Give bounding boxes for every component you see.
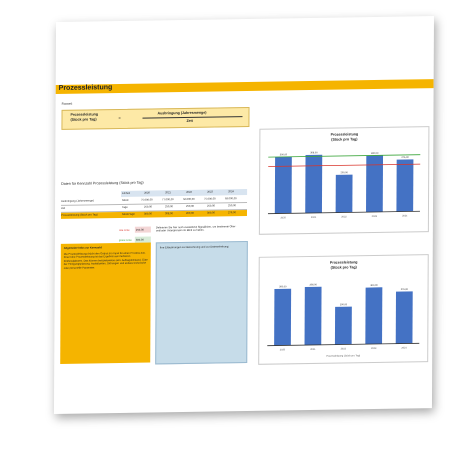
- x-tick-label: 2020: [280, 348, 286, 351]
- title-banner: Prozessleistung: [55, 79, 434, 95]
- row3-label: Prozessleistung (Stück pro Tag): [60, 213, 98, 217]
- bar-data-label: 200,00: [341, 171, 349, 174]
- bar: [365, 287, 383, 345]
- row1-val2: 77.000,00: [162, 198, 174, 202]
- header-year-1: 2020: [144, 191, 150, 195]
- header-unit: Einheit: [122, 191, 131, 195]
- info-box-notes[interactable]: Ihre Erläuterungen zur Berechnung und zu…: [155, 240, 248, 365]
- bar-data-label: 308,00: [310, 151, 318, 154]
- bar-data-label: 276,00: [401, 288, 409, 291]
- reference-line: [268, 163, 421, 167]
- row3-unit: Stück/Tage: [121, 212, 135, 216]
- chart-bottom[interactable]: Prozessleistung (Stück pro Tag) 300,00 20…: [258, 254, 429, 365]
- header-year-2: 2021: [165, 191, 171, 195]
- x-tick-label: 2023: [371, 347, 377, 350]
- row3-val5: 276,00: [227, 211, 236, 215]
- spreadsheet-sheet: Prozessleistung Formel: Prozessleistung …: [53, 16, 434, 415]
- bar: [335, 174, 353, 213]
- chart-top-plot: 300,00 2020 308,00 2021 200,00 2022 300,00 2023…: [267, 151, 421, 219]
- x-tick-label: 2021: [310, 348, 316, 351]
- formula-left-line1: Prozessleistung: [70, 112, 99, 117]
- x-tick-label: 2024: [401, 346, 407, 349]
- red-line-label: rote Linie: [118, 228, 130, 233]
- row2-label: Zeit: [61, 206, 66, 210]
- row3-val2: 308,00: [164, 212, 173, 216]
- bar-data-label: 308,00: [310, 283, 318, 286]
- bar: [396, 159, 414, 212]
- info-notes-text: Ihre Erläuterungen zur Berechnung und zu…: [159, 245, 230, 250]
- reference-line: [268, 154, 421, 158]
- row1-label: Ausbringung (Jahresmenge): [61, 199, 94, 203]
- bar: [274, 156, 292, 214]
- bar: [366, 155, 384, 213]
- chart-bottom-plot: 300,00 2020 308,00 2021 200,00 2022 300,00 2023…: [267, 283, 420, 351]
- table-caption: Daten für Kennzahl Prozessleistung (Stüc…: [61, 180, 144, 186]
- threshold-note: Definieren Sie hier noch zusätzliche Sig…: [155, 225, 237, 233]
- row2-val1: 250,00: [144, 205, 152, 209]
- bar-data-label: 276,00: [401, 156, 409, 159]
- x-axis: [267, 210, 420, 215]
- row1-unit: Stück: [122, 198, 129, 202]
- x-tick-label: 2022: [341, 347, 347, 350]
- row1-val1: 75.000,00: [141, 198, 153, 202]
- bar-data-label: 300,00: [371, 152, 379, 155]
- bar: [334, 306, 352, 345]
- row2-val2: 250,00: [165, 205, 173, 209]
- row2-unit: Tage: [122, 205, 128, 209]
- data-table: Einheit 2020 2021 2022 2023 2024 Ausbrin…: [60, 188, 248, 222]
- row2-val4: 250,00: [207, 204, 215, 208]
- formula-denominator: Zeit: [186, 118, 193, 123]
- header-year-5: 2024: [228, 190, 234, 194]
- red-line-value: 250,00: [135, 228, 144, 232]
- bar: [274, 288, 292, 346]
- x-tick-label: 2024: [402, 214, 408, 217]
- formula-label: Formel:: [61, 101, 73, 106]
- formula-left-line2: (Stück pro Tag): [70, 117, 97, 122]
- bar-data-label: 300,00: [280, 153, 288, 156]
- bar-data-label: 200,00: [340, 303, 348, 306]
- bar: [305, 154, 323, 214]
- chart-top[interactable]: Prozessleistung (Stück pro Tag) 300,00 20…: [258, 126, 430, 235]
- row2-val3: 250,00: [186, 204, 194, 208]
- x-tick-label: 2023: [372, 215, 378, 218]
- row3-val3: 200,00: [185, 211, 194, 215]
- bar: [395, 291, 413, 344]
- page-title: Prozessleistung: [58, 84, 113, 92]
- row1-val4: 75.000,00: [204, 197, 216, 201]
- x-axis: [267, 342, 420, 347]
- formula-equals: =: [118, 114, 121, 121]
- info-general-text: Die Prozessleistung drückt den Output pr…: [63, 251, 148, 270]
- row3-val4: 300,00: [206, 211, 215, 215]
- green-line-value: 300,00: [135, 238, 144, 242]
- info-box-general: Allgemeine Infos zur Kennzahl: Die Proze…: [60, 242, 151, 364]
- x-tick-label: 2021: [311, 216, 317, 219]
- row1-val5: 69.000,00: [225, 197, 237, 201]
- header-year-4: 2023: [207, 190, 213, 194]
- header-year-3: 2022: [186, 190, 192, 194]
- green-line-label: grüne Linie: [118, 238, 132, 243]
- x-tick-label: 2022: [341, 215, 347, 218]
- bar: [304, 286, 322, 346]
- row1-val3: 50.000,00: [183, 197, 195, 202]
- row2-val5: 250,00: [228, 204, 236, 208]
- bar-data-label: 300,00: [370, 284, 378, 287]
- row3-val1: 300,00: [143, 212, 152, 216]
- formula-box: Prozessleistung (Stück pro Tag) = Ausbri…: [61, 106, 250, 130]
- info-general-title: Allgemeine Infos zur Kennzahl:: [63, 246, 103, 250]
- x-tick-label: 2020: [280, 216, 286, 219]
- bar-data-label: 300,00: [279, 285, 287, 288]
- formula-numerator: Ausbringung (Jahresmenge): [157, 110, 207, 116]
